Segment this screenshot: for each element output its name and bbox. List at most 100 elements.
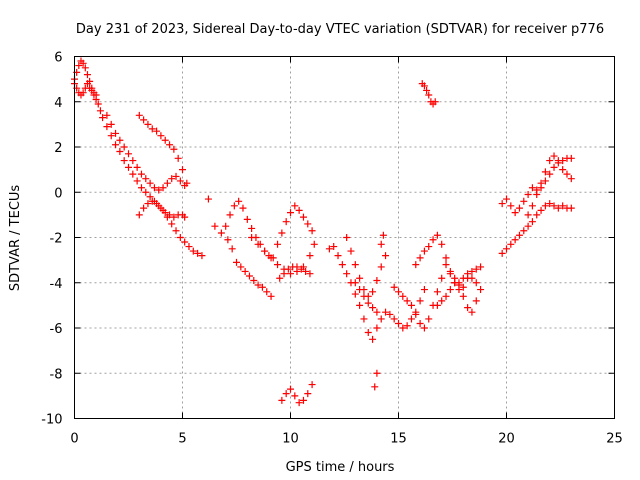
data-point (304, 220, 312, 228)
data-point (299, 213, 307, 221)
data-point (172, 227, 180, 235)
series-1 (71, 80, 100, 99)
data-point (161, 136, 169, 144)
plot-frame (74, 56, 615, 419)
data-point (382, 308, 390, 316)
data-point (233, 258, 240, 266)
data-point (237, 263, 245, 271)
data-point (133, 163, 141, 171)
data-point (148, 197, 156, 205)
series-21 (498, 184, 541, 217)
data-point (416, 254, 424, 262)
x-axis-label: GPS time / hours (286, 460, 395, 475)
data-point (129, 170, 137, 178)
data-point (125, 163, 132, 171)
data-point (347, 247, 355, 255)
data-point (112, 141, 120, 149)
data-point (172, 172, 180, 180)
data-point (103, 123, 111, 131)
data-point (142, 175, 150, 183)
data-point (295, 206, 303, 214)
data-point (166, 141, 174, 149)
data-point (455, 279, 463, 287)
y-tick-label: -8 (50, 367, 63, 382)
data-point (524, 222, 532, 230)
data-point (103, 111, 111, 119)
series-11 (343, 234, 390, 300)
data-point (395, 288, 402, 296)
data-point (520, 227, 528, 235)
data-point (382, 252, 390, 260)
data-point (528, 202, 536, 210)
data-point (267, 254, 275, 262)
data-point (241, 267, 249, 275)
data-point (429, 236, 437, 244)
data-point (295, 399, 303, 407)
data-point (528, 218, 536, 226)
data-point (559, 157, 567, 165)
data-point (291, 392, 299, 400)
data-point (146, 179, 154, 187)
data-point (524, 211, 532, 219)
data-point (507, 240, 515, 248)
data-point (125, 150, 132, 158)
series-15 (390, 261, 450, 332)
data-point (412, 310, 420, 318)
data-point (390, 315, 398, 323)
data-point (343, 234, 351, 241)
data-point (364, 329, 372, 337)
data-point (373, 324, 381, 332)
data-point (351, 279, 359, 287)
data-point (377, 315, 385, 323)
x-tick-label: 20 (498, 432, 515, 447)
data-point (135, 111, 143, 119)
data-point (511, 209, 519, 217)
data-point (371, 383, 379, 391)
data-point (338, 261, 346, 269)
data-point (157, 204, 165, 212)
data-point (533, 211, 541, 219)
data-point (163, 179, 171, 187)
data-point (83, 80, 91, 88)
data-point (369, 304, 377, 312)
data-point (351, 261, 359, 269)
data-point (181, 213, 189, 221)
data-point (515, 231, 523, 239)
data-point (96, 107, 104, 115)
data-point (107, 132, 115, 140)
data-point (170, 213, 178, 221)
data-point (438, 297, 446, 305)
data-point (360, 292, 368, 300)
data-point (423, 86, 431, 94)
data-point (472, 265, 480, 273)
data-point (420, 324, 428, 332)
data-point (524, 191, 532, 199)
data-point (254, 281, 262, 289)
data-point (520, 197, 528, 205)
data-point (503, 195, 510, 203)
series-17 (433, 279, 485, 316)
data-point (179, 166, 186, 174)
data-point (204, 195, 212, 203)
series-16 (412, 231, 485, 294)
data-point (438, 274, 446, 282)
data-point (94, 100, 102, 108)
y-axis-label: SDTVAR / TECUs (8, 185, 23, 292)
data-point (176, 234, 184, 241)
data-point (364, 299, 372, 307)
data-point (198, 252, 206, 260)
data-point (194, 249, 202, 257)
data-point (472, 279, 480, 287)
data-point (155, 186, 163, 194)
data-point (287, 270, 294, 278)
data-point (174, 154, 182, 162)
data-point (533, 191, 541, 199)
data-point (369, 288, 377, 296)
data-point (302, 267, 310, 275)
data-point (299, 396, 307, 404)
data-point (369, 335, 377, 343)
y-tick-labels: -10 -8 -6 -4 -2 0 2 4 6 (41, 51, 62, 428)
data-point (498, 249, 506, 257)
data-point (183, 179, 191, 187)
